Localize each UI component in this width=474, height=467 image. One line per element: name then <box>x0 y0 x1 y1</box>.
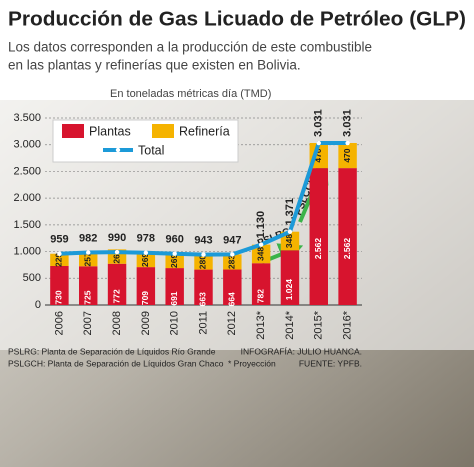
total-label: 1.130 <box>255 211 267 239</box>
legend-point <box>115 147 121 153</box>
bar <box>251 244 271 264</box>
bar <box>338 143 357 169</box>
data-label: 2.562 <box>313 238 323 260</box>
credit: FUENTE: YPFB. <box>299 358 362 368</box>
x-tick-label: 2012 <box>226 311 238 335</box>
y-tick-label: 1.000 <box>13 245 41 257</box>
data-label: 229 <box>54 253 64 267</box>
x-tick-label: 2009 <box>140 311 152 335</box>
axis-label: En toneladas métricas día (TMD) <box>110 88 271 100</box>
y-tick-label: 3.500 <box>13 112 41 124</box>
bar <box>194 269 213 305</box>
chart-title: Producción de Gas Licuado de Petróleo (G… <box>8 8 466 30</box>
data-label: 2.562 <box>342 238 352 260</box>
bar <box>194 254 213 270</box>
y-tick-label: 2.000 <box>13 192 41 204</box>
data-label: 470 <box>313 148 323 162</box>
total-label: 982 <box>79 232 97 244</box>
data-label: 348 <box>284 234 294 248</box>
bar <box>309 168 328 305</box>
data-label: 691 <box>169 291 179 305</box>
bar <box>251 263 271 305</box>
total-label: 990 <box>108 232 126 244</box>
data-label: 257 <box>82 252 92 266</box>
y-tick-label: 0 <box>35 299 41 311</box>
x-tick-label: 2008 <box>111 311 123 335</box>
x-tick-label: 2013* <box>255 310 267 339</box>
note: * Proyección <box>228 358 276 368</box>
total-point <box>57 251 62 256</box>
total-label: 978 <box>137 233 155 245</box>
total-label: 3.031 <box>313 109 325 137</box>
y-tick-label: 2.500 <box>13 165 41 177</box>
data-label: 663 <box>198 292 208 306</box>
data-label: 730 <box>54 290 64 304</box>
bar <box>50 265 69 305</box>
bar <box>280 231 300 251</box>
data-label: 1.024 <box>284 279 294 301</box>
bar <box>50 253 69 266</box>
total-label: 943 <box>194 235 212 247</box>
total-label: 3.031 <box>341 109 353 137</box>
bar <box>223 254 242 270</box>
data-label: 782 <box>255 289 265 303</box>
bar <box>165 253 184 269</box>
legend-label: Total <box>138 143 164 157</box>
total-point <box>345 140 350 146</box>
y-tick-label: 3.000 <box>13 139 41 151</box>
x-tick-label: 2014* <box>284 310 296 339</box>
x-tick-label: 2016* <box>341 310 353 339</box>
note: PSLGCH: Planta de Separación de Líquidos… <box>8 358 224 368</box>
bar <box>338 168 357 305</box>
total-point <box>230 252 235 257</box>
bar <box>136 267 156 305</box>
bar <box>136 252 156 268</box>
total-label: 959 <box>50 234 68 246</box>
x-tick-label: 2006 <box>53 311 65 335</box>
subtitle: en las plantas y refinerías que existen … <box>8 58 301 73</box>
data-label: 269 <box>169 254 179 268</box>
x-tick-label: 2015* <box>313 310 325 339</box>
total-label: 947 <box>223 234 241 246</box>
data-label: 269 <box>140 253 150 267</box>
data-label: 725 <box>82 290 92 304</box>
data-label: 348 <box>255 247 265 261</box>
data-label: 470 <box>342 148 352 162</box>
bar <box>165 268 184 305</box>
legend-swatch <box>152 124 174 138</box>
bar <box>107 263 127 305</box>
total-point <box>172 251 177 256</box>
data-label: 772 <box>111 289 121 303</box>
total-point <box>201 252 206 257</box>
legend-label: Plantas <box>89 124 131 138</box>
total-point <box>86 250 91 255</box>
x-tick-label: 2010 <box>169 311 181 335</box>
bar <box>79 266 98 305</box>
credit: INFOGRAFÍA: JULIO HUANCA. <box>241 346 362 356</box>
y-tick-label: 1.500 <box>13 219 41 231</box>
data-label: 709 <box>140 291 150 305</box>
bar <box>223 269 242 305</box>
bar <box>79 252 98 267</box>
total-point <box>316 140 321 146</box>
legend-label: Refinería <box>179 124 230 138</box>
total-point <box>143 250 149 255</box>
data-label: 664 <box>227 292 237 306</box>
data-label: 283 <box>227 255 237 269</box>
legend-swatch <box>62 124 84 138</box>
bar <box>280 250 300 305</box>
total-label: 960 <box>166 234 184 246</box>
total-point <box>258 242 264 247</box>
subtitle: Los datos corresponden a la producción d… <box>8 40 372 55</box>
x-tick-label: 2011 <box>197 311 209 335</box>
total-point <box>287 229 293 234</box>
total-point <box>114 249 120 255</box>
note: PSLRG: Planta de Separación de Líquidos … <box>8 346 216 356</box>
y-tick-label: 500 <box>23 272 41 284</box>
x-tick-label: 2007 <box>82 311 94 335</box>
data-label: 269 <box>111 249 121 263</box>
data-label: 280 <box>198 255 208 269</box>
